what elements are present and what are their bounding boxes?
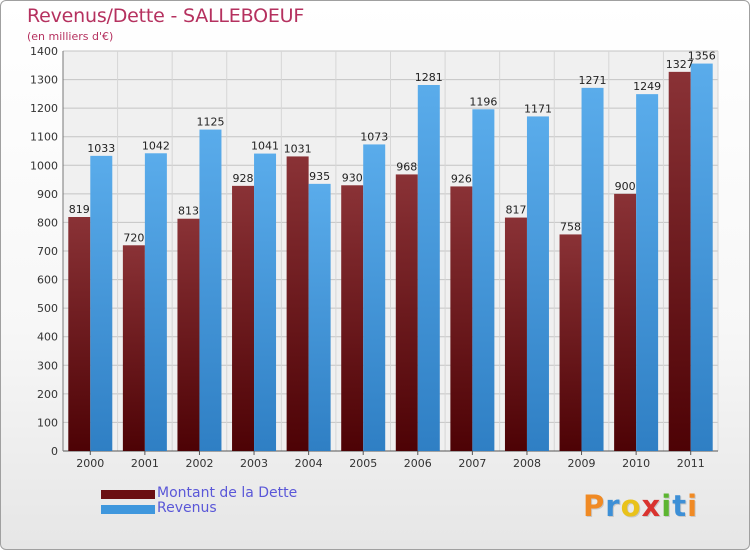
x-tick-label: 2005: [349, 457, 377, 470]
bar-dette: [122, 245, 145, 451]
y-tick-label: 300: [37, 359, 58, 372]
proxiti-logo: Proxiti: [583, 489, 698, 523]
y-tick-label: 700: [37, 245, 58, 258]
bar-dette: [668, 71, 691, 451]
data-label: 935: [309, 170, 330, 183]
y-tick-label: 800: [37, 216, 58, 229]
bar-dette: [68, 217, 91, 451]
bar-dette: [341, 185, 364, 452]
y-tick-label: 0: [51, 445, 58, 458]
bar-dette: [614, 193, 637, 451]
bar-revenus: [417, 85, 440, 451]
data-label: 968: [396, 160, 417, 173]
data-label: 1249: [633, 80, 661, 93]
data-label: 1281: [415, 71, 443, 84]
logo-letter: r: [605, 489, 621, 523]
y-tick-label: 1400: [30, 45, 58, 58]
y-tick-label: 500: [37, 302, 58, 315]
x-tick-label: 2003: [240, 457, 268, 470]
data-label: 1196: [469, 95, 497, 108]
data-label: 1033: [87, 142, 115, 155]
y-tick-label: 1000: [30, 159, 58, 172]
y-tick-label: 200: [37, 388, 58, 401]
x-tick-label: 2011: [677, 457, 705, 470]
x-tick-label: 2004: [295, 457, 323, 470]
data-label: 720: [123, 231, 144, 244]
logo-letter: o: [620, 489, 642, 523]
data-label: 1125: [196, 116, 224, 129]
x-tick-label: 2001: [131, 457, 159, 470]
data-label: 813: [178, 205, 199, 218]
bar-revenus: [90, 155, 113, 451]
data-label: 1041: [251, 140, 279, 153]
bar-dette: [286, 156, 309, 451]
bar-revenus: [363, 144, 386, 451]
logo-letter: x: [641, 489, 662, 523]
data-label: 1356: [688, 50, 716, 63]
logo-letter: i: [687, 489, 699, 523]
data-label: 928: [233, 172, 254, 185]
bar-revenus: [254, 153, 277, 452]
data-label: 1031: [284, 142, 312, 155]
y-tick-label: 600: [37, 274, 58, 287]
bar-dette: [450, 186, 473, 451]
data-label: 819: [69, 203, 90, 216]
x-tick-label: 2008: [513, 457, 541, 470]
bars-layer: [68, 63, 713, 452]
logo-letter: t: [672, 489, 688, 523]
bar-dette: [177, 218, 200, 451]
chart-subtitle: (en milliers d'€): [27, 30, 114, 43]
data-label: 758: [560, 220, 581, 233]
bar-dette: [395, 174, 418, 451]
labels-layer: 0 100 200 300 400 500 600 700 800 900 1000 1100 1200…: [30, 45, 716, 470]
y-tick-label: 1300: [30, 74, 58, 87]
y-tick-label: 1100: [30, 131, 58, 144]
legend-label-revenus: Revenus: [157, 500, 217, 516]
y-tick-label: 100: [37, 416, 58, 429]
chart-title: Revenus/Dette - SALLEBOEUF: [27, 5, 305, 27]
y-tick-label: 1200: [30, 102, 58, 115]
y-tick-label: 900: [37, 188, 58, 201]
x-tick-label: 2002: [185, 457, 213, 470]
data-label: 926: [451, 172, 472, 185]
bar-revenus: [472, 109, 495, 452]
x-tick-label: 2000: [76, 457, 104, 470]
bar-revenus: [308, 183, 331, 451]
grid-layer: [62, 50, 719, 455]
legend-label-dette: Montant de la Dette: [157, 485, 298, 501]
x-tick-label: 2010: [622, 457, 650, 470]
bar-revenus: [526, 116, 549, 451]
logo-letter: P: [583, 489, 606, 523]
bar-dette: [504, 217, 527, 451]
data-label: 1042: [142, 139, 170, 152]
data-label: 1171: [524, 102, 552, 115]
bar-revenus: [636, 94, 659, 452]
data-label: 930: [342, 171, 363, 184]
data-label: 1271: [579, 74, 607, 87]
logo-letter: i: [661, 489, 673, 523]
data-label: 1327: [666, 58, 694, 71]
bar-revenus: [690, 63, 713, 451]
data-label: 817: [505, 204, 526, 217]
x-tick-label: 2006: [404, 457, 432, 470]
bar-revenus: [144, 153, 167, 452]
data-label: 1073: [360, 130, 388, 143]
bar-revenus: [199, 129, 222, 452]
legend-swatch-dette: [101, 490, 155, 499]
x-tick-label: 2007: [458, 457, 486, 470]
bar-revenus: [581, 87, 604, 451]
data-label: 900: [615, 180, 636, 193]
bar-dette: [559, 234, 582, 451]
legend-swatch-revenus: [101, 505, 155, 514]
x-tick-label: 2009: [568, 457, 596, 470]
bar-dette: [232, 185, 255, 451]
y-tick-label: 400: [37, 331, 58, 344]
